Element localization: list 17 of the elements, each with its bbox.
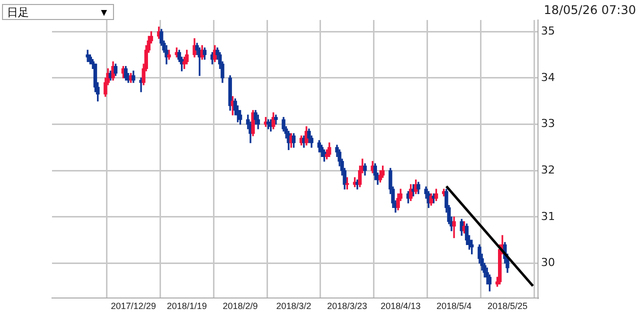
- x-tick-label: 2018/3/2: [276, 300, 312, 311]
- y-tick-label: 35: [541, 24, 555, 38]
- text: 18/05/26 07:30: [544, 3, 636, 17]
- x-tick-label: 2018/1/19: [166, 300, 207, 311]
- candlestick: [452, 216, 456, 238]
- y-tick-label: 31: [541, 210, 555, 223]
- x-tick-label: 2018/4/13: [380, 300, 421, 311]
- y-tick-label: 33: [541, 117, 555, 130]
- x-tick-label: 2018/2/9: [222, 300, 258, 311]
- y-tick-label: 32: [541, 163, 555, 176]
- y-tick-label: 34: [541, 70, 555, 84]
- y-tick-label: 30: [541, 256, 555, 270]
- x-tick-label: 2017/12/29: [110, 300, 156, 311]
- x-tick-label: 2018/5/25: [487, 300, 528, 311]
- period-dropdown: 日足: [2, 4, 114, 20]
- x-tick-label: 2018/5/4: [436, 300, 472, 311]
- x-tick-label: 2018/3/23: [327, 300, 368, 311]
